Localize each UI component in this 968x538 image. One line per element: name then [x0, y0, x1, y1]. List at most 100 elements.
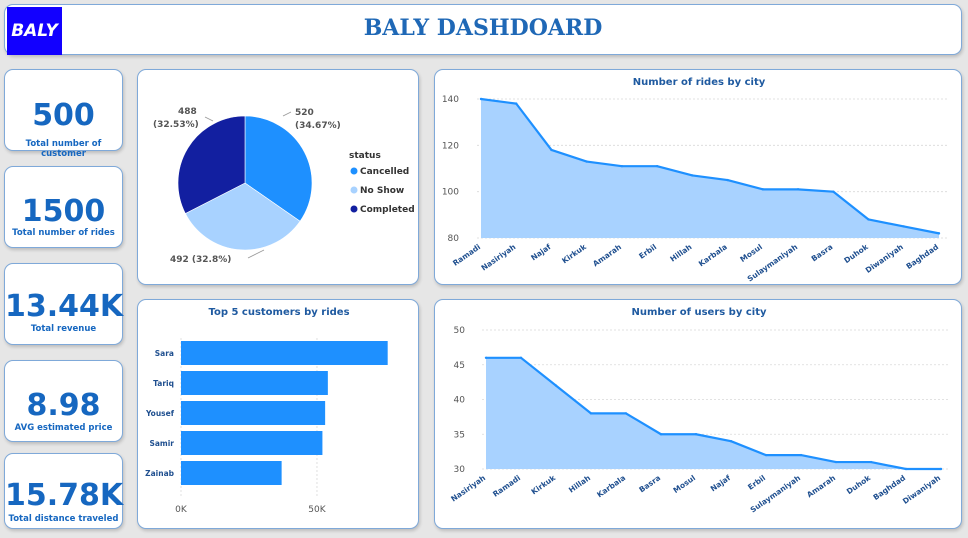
y-tick-label: 100	[442, 188, 459, 198]
y-tick-label: 40	[454, 396, 466, 406]
legend-swatch-cancelled	[350, 167, 358, 175]
data-point[interactable]	[624, 412, 628, 415]
data-point[interactable]	[902, 225, 905, 228]
y-tick-label: Samir	[149, 439, 174, 448]
bar-zainab[interactable]	[181, 461, 282, 485]
x-tick-label: Ramadi	[451, 242, 482, 268]
y-tick-label: 140	[442, 95, 459, 105]
data-point[interactable]	[589, 412, 593, 415]
status-pie-card: 520 (34.67%) 488 (32.53%) 492 (32.8%) st…	[137, 69, 419, 285]
legend-item-cancelled: Cancelled	[360, 167, 409, 177]
data-point[interactable]	[869, 460, 873, 464]
y-tick-label: 80	[448, 234, 460, 244]
data-point[interactable]	[729, 440, 733, 443]
x-tick-label: Karbala	[595, 473, 627, 499]
baly-logo: BALY	[7, 7, 62, 55]
data-point[interactable]	[761, 188, 765, 191]
kpi-card-revenue: 13.44K Total revenue	[4, 263, 123, 345]
data-point[interactable]	[904, 467, 908, 471]
y-tick-label: 45	[454, 361, 465, 371]
chart-title: Top 5 customers by rides	[208, 307, 349, 318]
top-customers-chart: Top 5 customers by rides 0K 50K Sara Tariq Y…	[145, 307, 388, 515]
data-point[interactable]	[694, 433, 698, 436]
data-point[interactable]	[519, 356, 523, 359]
status-pie-chart: 520 (34.67%) 488 (32.53%) 492 (32.8%) st…	[153, 107, 415, 265]
x-tick-label: Duhok	[845, 473, 873, 496]
legend-swatch-completed	[350, 205, 358, 213]
data-point[interactable]	[484, 356, 488, 359]
rides-by-city-card: Number of rides by city 80 100 120 140 Rama…	[434, 69, 962, 285]
bar-samir[interactable]	[181, 431, 323, 455]
data-point[interactable]	[515, 102, 518, 105]
area-line	[486, 356, 941, 471]
x-tick-label: Najaf	[709, 473, 733, 494]
x-tick-label: Mosul	[738, 242, 764, 264]
data-point[interactable]	[585, 160, 588, 163]
label-leader	[282, 111, 292, 117]
kpi-label: Total number of rides	[12, 228, 115, 238]
x-tick-label: Hillah	[668, 242, 693, 263]
data-point[interactable]	[867, 218, 870, 221]
x-tick-label: Basra	[810, 242, 835, 263]
data-point[interactable]	[554, 384, 558, 387]
legend-item-noshow: No Show	[360, 186, 404, 196]
header-bar: BALY BALY DASHDOARD	[4, 4, 962, 55]
data-point[interactable]	[726, 178, 729, 182]
pie-slice-no-show[interactable]	[184, 182, 301, 251]
y-tick-label: Tariq	[153, 379, 174, 388]
x-tick-label: Baghdad	[904, 242, 940, 271]
x-tick-label: Hillah	[567, 473, 592, 494]
x-tick-label: Erbil	[637, 242, 658, 260]
y-tick-label: Sara	[155, 349, 174, 358]
users-by-city-chart: Number of users by city 30 35 40 45 50 Nasir…	[449, 307, 949, 515]
data-point[interactable]	[832, 190, 835, 193]
x-tick-label: Amarah	[805, 473, 837, 499]
slice-label-completed: 488	[178, 107, 197, 117]
data-point[interactable]	[799, 453, 803, 457]
bar-yousef[interactable]	[181, 401, 326, 425]
chart-title: Number of rides by city	[633, 77, 766, 88]
data-point[interactable]	[796, 188, 800, 191]
data-point[interactable]	[937, 232, 941, 235]
legend-swatch-noshow	[350, 186, 358, 194]
pie-slice-cancelled[interactable]	[244, 115, 313, 222]
data-point[interactable]	[691, 174, 694, 177]
kpi-card-avg-price: 8.98 AVG estimated price	[4, 360, 123, 442]
y-tick-label: 50	[454, 326, 466, 336]
data-point[interactable]	[655, 164, 659, 168]
data-point[interactable]	[939, 467, 943, 471]
label-leader	[247, 249, 265, 259]
y-tick-label: Zainab	[145, 469, 174, 478]
data-point[interactable]	[834, 460, 838, 464]
users-by-city-card: Number of users by city 30 35 40 45 50 Nasir…	[434, 299, 962, 529]
area-line	[480, 97, 940, 235]
kpi-value: 13.44K	[5, 289, 124, 324]
data-point[interactable]	[550, 148, 553, 152]
x-tick-label: Diwaniyah	[901, 473, 942, 506]
x-tick-label: Najaf	[529, 242, 553, 263]
y-tick-label: 120	[442, 141, 459, 151]
area-fill	[481, 99, 939, 238]
data-point[interactable]	[764, 453, 768, 457]
kpi-label: AVG estimated price	[14, 423, 113, 433]
chart-title: Number of users by city	[632, 307, 767, 318]
x-tick-label: Duhok	[842, 242, 870, 265]
slice-pct-cancelled: (34.67%)	[295, 121, 341, 131]
dashboard-title: BALY DASHDOARD	[363, 15, 603, 41]
data-point[interactable]	[479, 97, 483, 101]
x-tick-label: 0K	[175, 505, 188, 515]
bar-sara[interactable]	[181, 341, 388, 365]
data-point[interactable]	[659, 433, 663, 436]
slice-label-cancelled: 520	[295, 108, 314, 118]
x-tick-label: Amarah	[591, 242, 623, 268]
data-point[interactable]	[620, 164, 624, 168]
bar-tariq[interactable]	[181, 371, 328, 395]
kpi-card-rides: 1500 Total number of rides	[4, 166, 123, 248]
kpi-value: 500	[32, 98, 95, 133]
pie-slice-completed[interactable]	[177, 115, 246, 214]
legend-title: status	[349, 151, 381, 161]
kpi-value: 15.78K	[5, 478, 124, 513]
x-tick-label: Erbil	[746, 473, 767, 491]
x-tick-label: Karbala	[697, 242, 729, 268]
area-fill	[486, 357, 941, 469]
